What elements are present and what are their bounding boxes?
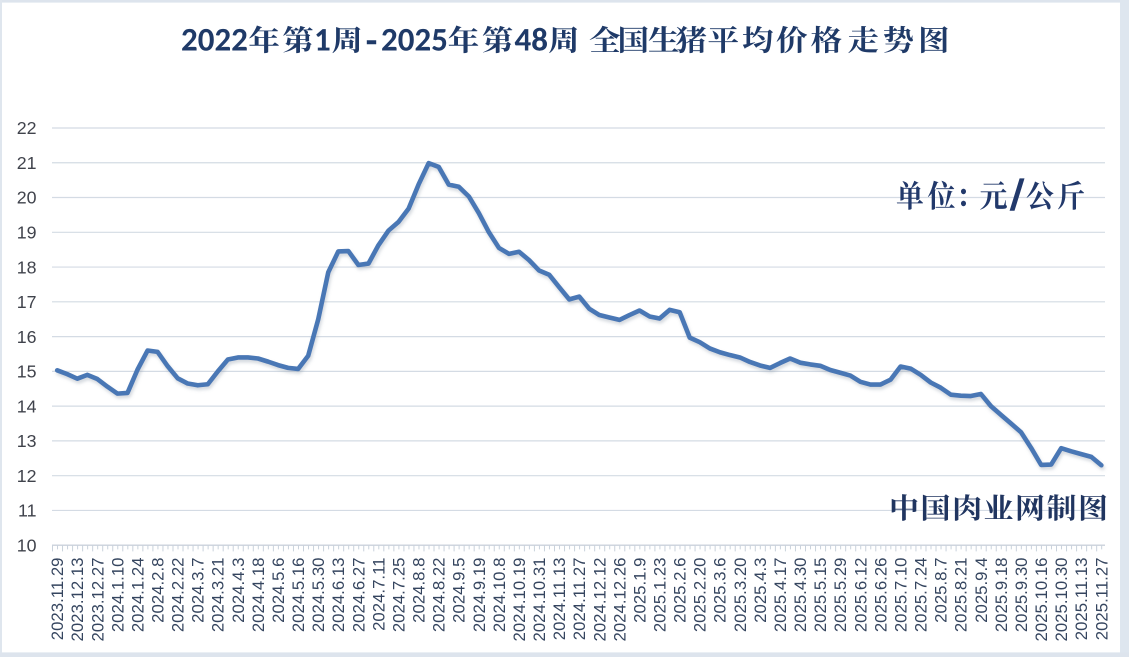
svg-text:2023.11.29: 2023.11.29 [48,558,67,641]
svg-text:2024.2.8: 2024.2.8 [149,558,168,623]
svg-text:2025.1.9: 2025.1.9 [630,558,649,623]
svg-text:2025.7.24: 2025.7.24 [912,558,931,633]
svg-text:2024.12.12: 2024.12.12 [590,558,609,642]
svg-text:2025.11.13: 2025.11.13 [1072,558,1091,641]
svg-text:2024.7.11: 2024.7.11 [369,558,388,631]
svg-text:2024.2.22: 2024.2.22 [169,558,188,633]
svg-text:2024.10.8: 2024.10.8 [490,558,509,633]
svg-text:18: 18 [17,257,37,277]
svg-text:2024.12.26: 2024.12.26 [610,558,629,642]
svg-text:15: 15 [17,362,37,382]
svg-text:2024.9.19: 2024.9.19 [470,558,489,633]
svg-text:2025.7.10: 2025.7.10 [891,558,910,633]
svg-text:12: 12 [17,466,37,486]
svg-text:2025.2.20: 2025.2.20 [691,558,710,633]
svg-text:2025.9.4: 2025.9.4 [972,558,991,623]
svg-text:2025.5.29: 2025.5.29 [831,558,850,633]
svg-text:2025.4.3: 2025.4.3 [751,558,770,623]
svg-text:2025.4.17: 2025.4.17 [771,558,790,633]
svg-text:2024.5.6: 2024.5.6 [269,558,288,623]
svg-text:2024.4.3: 2024.4.3 [229,558,248,623]
svg-text:2025.6.26: 2025.6.26 [871,558,890,633]
svg-text:10: 10 [17,535,37,555]
svg-text:2025.3.20: 2025.3.20 [731,558,750,633]
svg-text:2025.3.6: 2025.3.6 [711,558,730,623]
svg-text:2024.8.22: 2024.8.22 [430,558,449,633]
svg-text:2024.6.27: 2024.6.27 [349,558,368,633]
svg-text:2024.3.7: 2024.3.7 [189,558,208,623]
svg-text:20: 20 [17,188,37,208]
svg-text:2024.9.5: 2024.9.5 [450,558,469,623]
svg-text:19: 19 [17,223,37,243]
svg-text:2025.9.30: 2025.9.30 [1012,558,1031,633]
svg-text:22: 22 [17,118,37,138]
svg-text:13: 13 [17,431,37,451]
svg-text:2023.12.27: 2023.12.27 [88,558,107,642]
svg-text:2024.5.30: 2024.5.30 [309,558,328,633]
svg-text:21: 21 [17,153,37,173]
svg-text:16: 16 [17,327,37,347]
svg-text:11: 11 [18,501,37,521]
svg-text:2024.3.21: 2024.3.21 [209,558,228,633]
svg-text:2025.9.18: 2025.9.18 [992,558,1011,633]
svg-text:2024.5.16: 2024.5.16 [289,558,308,633]
svg-text:2025.8.7: 2025.8.7 [932,558,951,623]
svg-text:14: 14 [17,396,37,416]
svg-text:2024.11.27: 2024.11.27 [570,558,589,641]
svg-text:2024.4.18: 2024.4.18 [249,558,268,633]
svg-text:2024.6.13: 2024.6.13 [329,558,348,633]
svg-text:2025.4.30: 2025.4.30 [791,558,810,633]
svg-text:2024.11.13: 2024.11.13 [550,558,569,641]
svg-text:2025.5.15: 2025.5.15 [811,558,830,633]
svg-text:17: 17 [17,292,37,312]
svg-text:2023.12.13: 2023.12.13 [68,558,87,642]
svg-text:2025.10.16: 2025.10.16 [1032,558,1051,642]
svg-text:2025.6.12: 2025.6.12 [851,558,870,633]
svg-text:2024.1.24: 2024.1.24 [128,558,147,633]
svg-text:2024.7.25: 2024.7.25 [389,558,408,633]
svg-text:2025.11.27: 2025.11.27 [1092,558,1111,641]
svg-text:2025.1.23: 2025.1.23 [651,558,670,633]
svg-text:2025.10.30: 2025.10.30 [1052,558,1071,642]
svg-text:2024.10.31: 2024.10.31 [530,558,549,642]
svg-text:2024.8.8: 2024.8.8 [410,558,429,623]
svg-text:2025.2.6: 2025.2.6 [671,558,690,623]
svg-text:2024.1.10: 2024.1.10 [108,558,127,633]
svg-text:2025.8.21: 2025.8.21 [952,558,971,633]
svg-text:2024.10.19: 2024.10.19 [510,558,529,642]
